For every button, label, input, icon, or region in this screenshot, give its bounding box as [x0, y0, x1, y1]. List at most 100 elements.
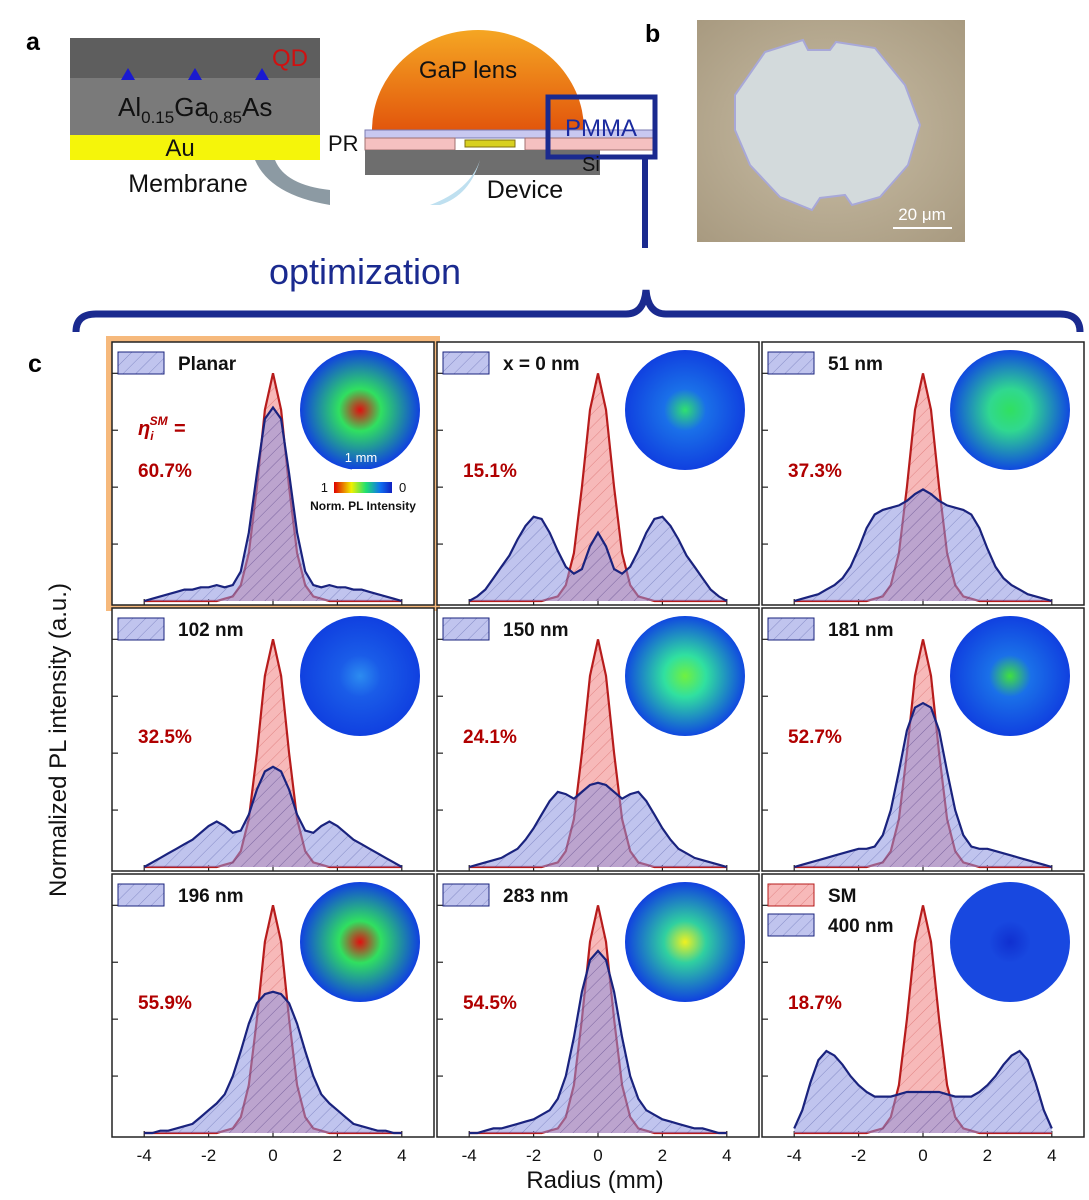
efficiency-label: 37.3%: [788, 461, 842, 482]
efficiency-label: 55.9%: [138, 993, 192, 1014]
legend-swatch: [767, 351, 815, 375]
efficiency-label: 54.5%: [463, 993, 517, 1014]
text: SM: [150, 414, 169, 428]
area: [469, 516, 727, 601]
legend-swatch: [117, 351, 165, 375]
area: [469, 639, 727, 867]
panel: -4 -2 0 2 4 196 nm 55.9%: [111, 873, 435, 1165]
area: [469, 950, 727, 1133]
legend-label: 400 nm: [828, 916, 893, 937]
efficiency-label: 24.1%: [463, 727, 517, 748]
panel: -4 -2 0 2 4 283 nm 54.5%: [436, 873, 760, 1165]
bracket: [72, 289, 1084, 333]
line: [468, 781, 728, 869]
colorbar-max: 1: [321, 480, 328, 495]
colorbar-label: Norm. PL Intensity: [310, 499, 416, 513]
area: [794, 373, 1052, 601]
area: [794, 703, 1052, 867]
line: [143, 405, 403, 603]
pr-label: PR: [328, 131, 359, 156]
legend-label: 283 nm: [503, 886, 568, 907]
line: [793, 488, 1053, 603]
panel: 102 nm 32.5%: [111, 607, 435, 872]
panel: 150 nm 24.1%: [436, 607, 760, 872]
x-tick-label: 0: [918, 1146, 927, 1165]
legend-label: x = 0 nm: [503, 354, 580, 375]
line: [793, 1049, 1053, 1129]
text: 0.15: [141, 108, 174, 127]
inset-image: [300, 616, 420, 736]
text: =: [174, 418, 186, 440]
panel: x = 0 nm 15.1%: [436, 341, 760, 606]
area: [144, 766, 402, 867]
y-axis-label: Normalized PL intensity (a.u.): [45, 583, 72, 897]
inset-image: [950, 616, 1070, 736]
colorbar: [334, 482, 392, 493]
layer-stack: [70, 38, 330, 205]
x-tick-label: -2: [851, 1146, 866, 1165]
area: [144, 991, 402, 1133]
line: [793, 701, 1053, 869]
panel: 181 nm 52.7%: [761, 607, 1085, 872]
si-label: Si: [582, 154, 600, 176]
x-tick-label: -4: [137, 1146, 152, 1165]
text: η: [138, 418, 150, 440]
panel-letter: c: [28, 350, 42, 378]
text: 0.85: [209, 108, 242, 127]
x-axis-label: Radius (mm): [526, 1167, 663, 1194]
x-tick-label: 0: [593, 1146, 602, 1165]
device-label: Device: [487, 176, 563, 204]
inset-image: [950, 882, 1070, 1002]
x-tick-label: 4: [722, 1146, 731, 1165]
x-tick-label: 2: [658, 1146, 667, 1165]
text: Al: [118, 92, 141, 122]
panel: 51 nm 37.3%: [761, 341, 1085, 606]
legend-swatch: [117, 617, 165, 641]
line: [469, 949, 727, 1135]
legend-label: Planar: [178, 354, 237, 375]
legend-label: 181 nm: [828, 620, 893, 641]
legend-label: 196 nm: [178, 886, 243, 907]
qd-label: QD: [272, 45, 308, 72]
legend-swatch: [442, 883, 490, 907]
scale-bar-label: 1 mm: [345, 450, 378, 465]
x-tick-label: -4: [787, 1146, 802, 1165]
x-tick-label: 4: [397, 1146, 406, 1165]
efficiency-label: 18.7%: [788, 993, 842, 1014]
area: [144, 639, 402, 867]
colorbar-min: 0: [399, 480, 406, 495]
x-tick-label: 2: [333, 1146, 342, 1165]
area: [469, 782, 727, 867]
panel-letter: b: [645, 20, 660, 48]
panel-letter: a: [26, 28, 41, 56]
legend-label: 102 nm: [178, 620, 243, 641]
efficiency-label: 60.7%: [138, 461, 192, 482]
x-tick-label: 4: [1047, 1146, 1056, 1165]
text: Ga: [174, 92, 209, 122]
optimization-label: optimization: [269, 251, 461, 292]
line: [143, 765, 403, 868]
lens-device: [364, 30, 658, 248]
inset-image: [300, 350, 420, 470]
efficiency-label: 52.7%: [788, 727, 842, 748]
area: [144, 407, 402, 601]
x-tick-label: -2: [526, 1146, 541, 1165]
legend-swatch: [117, 883, 165, 907]
area: [794, 905, 1052, 1133]
area: [794, 489, 1052, 601]
line: [468, 515, 728, 602]
pmma-label: PMMA: [565, 115, 637, 142]
line: [144, 990, 402, 1135]
legend-swatch: [767, 913, 815, 937]
layer-label: Al0.15Ga0.85As: [118, 92, 272, 127]
inset-image: [625, 882, 745, 1002]
legend-swatch: [442, 617, 490, 641]
legend-swatch: [767, 617, 815, 641]
x-tick-label: -4: [462, 1146, 477, 1165]
efficiency-label: 32.5%: [138, 727, 192, 748]
legend-swatch: [767, 883, 815, 907]
inset-image: [625, 616, 745, 736]
text: i: [150, 429, 154, 443]
scale-label: 20 μm: [898, 205, 946, 224]
